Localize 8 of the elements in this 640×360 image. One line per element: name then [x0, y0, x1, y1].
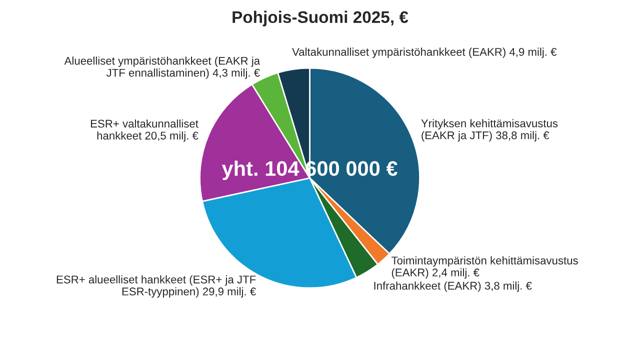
slice-label: Alueelliset ympäristöhankkeet (EAKR ja JTF ennallistaminen) 4,3 milj. €: [64, 56, 260, 79]
slice-label: Infrahankkeet (EAKR) 3,8 milj. €: [374, 282, 532, 292]
slice-label: ESR+ alueelliset hankkeet (ESR+ ja JTF ESR-tyyppinen) 29,9 milj. €: [56, 275, 256, 298]
slice-label: Valtakunnalliset ympäristöhankkeet (EAKR) 4,9 milj. €: [292, 48, 557, 58]
slice-label: Yrityksen kehittämisavustus (EAKR ja JTF) 38,8 milj. €: [421, 119, 558, 142]
slice-label: Toimintaympäristön kehittämisavustus (EAKR) 2,4 milj. €: [391, 256, 578, 279]
slice-label: ESR+ valtakunnalliset hankkeet 20,5 milj. €: [90, 119, 198, 142]
chart-title: Pohjois-Suomi 2025, €: [232, 10, 408, 26]
